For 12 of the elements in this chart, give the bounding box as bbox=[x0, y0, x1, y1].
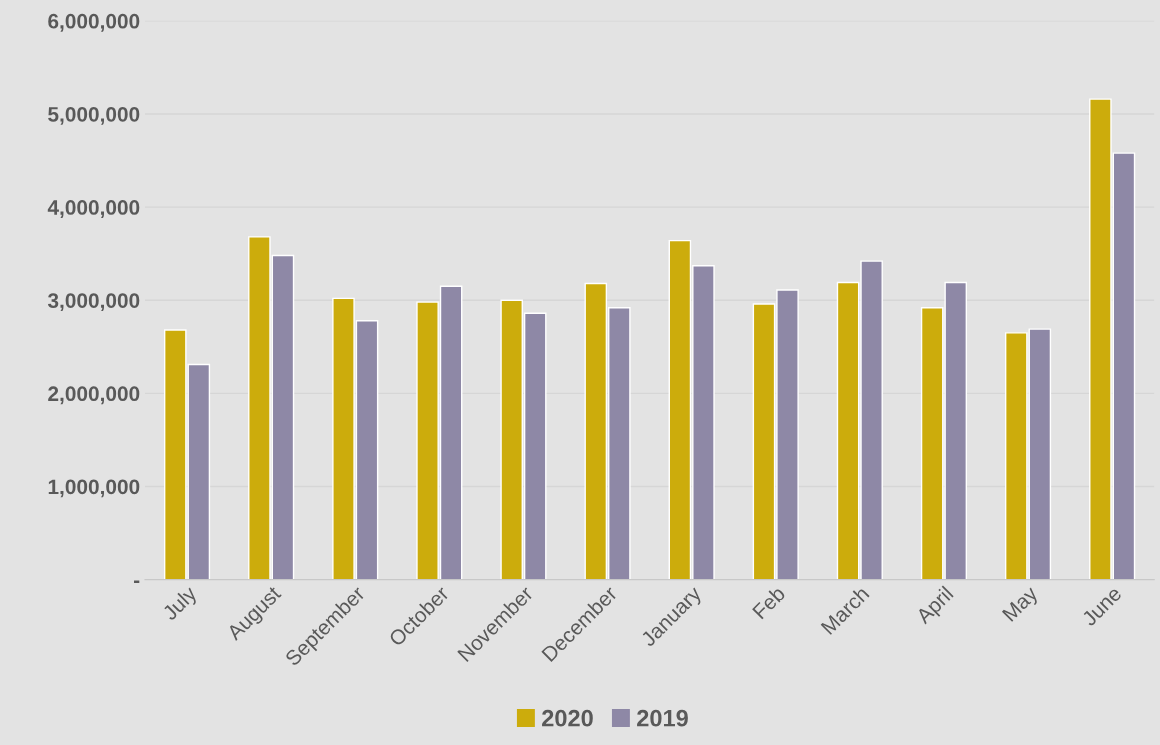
y-tick-label: 6,000,000 bbox=[48, 13, 140, 32]
y-tick-label: - bbox=[134, 580, 140, 583]
x-tick-label: July bbox=[161, 584, 201, 625]
y-tick-label: 1,000,000 bbox=[48, 479, 140, 498]
legend-label: 2020 bbox=[542, 709, 593, 727]
x-tick-label: May bbox=[1001, 585, 1042, 625]
legend-label: 2019 bbox=[637, 709, 688, 727]
y-tick-label: 4,000,000 bbox=[47, 200, 140, 218]
y-tick-label: 3,000,000 bbox=[47, 293, 140, 312]
y-tick-label: 5,000,000 bbox=[48, 106, 140, 125]
x-tick-label: Feb bbox=[751, 585, 786, 620]
y-tick-label: 2,000,000 bbox=[48, 386, 140, 405]
